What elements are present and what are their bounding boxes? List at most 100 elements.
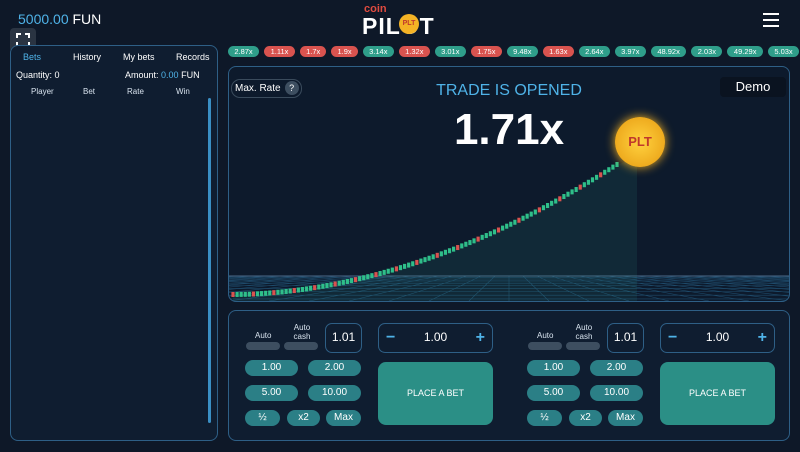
auto-cash-out-toggle[interactable] [284, 342, 318, 350]
history-item[interactable]: 49.29x [727, 46, 763, 57]
history-item[interactable]: 5.03x [768, 46, 799, 57]
minus-button[interactable]: − [386, 329, 396, 346]
candle [333, 281, 337, 287]
candle [566, 191, 570, 197]
column-header: Rate [127, 87, 144, 96]
candle [374, 272, 378, 278]
floor-line [229, 275, 328, 284]
history-item[interactable]: 3.01x [434, 46, 466, 57]
candle [558, 196, 562, 202]
candle [337, 280, 341, 286]
tab[interactable]: History [73, 52, 102, 62]
cash-out-value[interactable]: 1.01 [325, 323, 362, 353]
candle [603, 169, 607, 175]
candle [243, 291, 247, 297]
candle [300, 286, 305, 292]
modifier-button[interactable]: ½ [245, 410, 280, 426]
preset-button[interactable]: 5.00 [245, 385, 298, 401]
amount-value[interactable]: 1.00 [705, 330, 730, 344]
floor-line [648, 275, 789, 290]
candle [382, 269, 386, 275]
preset-button[interactable]: 2.00 [590, 360, 643, 376]
auto-cash-out-toggle[interactable] [566, 342, 600, 350]
floor-line [229, 275, 356, 288]
plus-button[interactable]: + [475, 329, 485, 346]
floor-line [348, 275, 454, 301]
candle [362, 275, 366, 281]
candle [472, 238, 476, 244]
logo: coin PILOT PLT [362, 3, 442, 39]
preset-button[interactable]: 1.00 [245, 360, 298, 376]
history-item[interactable]: 1.32x [398, 46, 430, 57]
candle [509, 221, 513, 227]
candle [550, 200, 554, 206]
candle [329, 282, 333, 288]
preset-button[interactable]: 1.00 [527, 360, 580, 376]
history-item[interactable]: 2.87x [228, 46, 259, 57]
cash-out-value[interactable]: 1.01 [607, 323, 644, 353]
amount-currency: FUN [181, 70, 200, 80]
place-bet-button[interactable]: PLACE A BET [378, 362, 493, 425]
candle [456, 245, 460, 251]
tab[interactable]: My bets [123, 52, 155, 62]
plus-button[interactable]: + [757, 329, 767, 346]
tab[interactable]: Records [176, 52, 210, 62]
candle [439, 251, 443, 257]
auto-label: Auto [255, 331, 272, 340]
candle [407, 262, 411, 268]
history-item[interactable]: 9.48x [506, 46, 538, 57]
scrollbar[interactable] [208, 98, 211, 423]
floor-line [388, 275, 468, 301]
history-item[interactable]: 3.97x [614, 46, 646, 57]
modifier-button[interactable]: x2 [287, 410, 320, 426]
candle [276, 289, 280, 295]
tabs: Bets History My bets Records [11, 52, 219, 64]
auto-toggle[interactable] [528, 342, 562, 350]
floor-line [550, 275, 630, 301]
amount-value[interactable]: 1.00 [423, 330, 448, 344]
preset-button[interactable]: 2.00 [308, 360, 361, 376]
tab[interactable]: Bets [23, 52, 42, 62]
quantity-label: Quantity: [16, 70, 53, 80]
candle [296, 287, 300, 293]
history-item[interactable]: 1.75x [470, 46, 502, 57]
candle [582, 182, 586, 188]
column-headers: Player Bet Rate Win [11, 87, 219, 97]
preset-button[interactable]: 5.00 [527, 385, 580, 401]
candle [525, 213, 529, 219]
minus-button[interactable]: − [668, 329, 678, 346]
candle [345, 278, 349, 284]
modifier-button[interactable]: Max [326, 410, 361, 426]
candle [272, 290, 276, 296]
history-item[interactable]: 2.03x [691, 46, 723, 57]
history-item[interactable]: 1.9x [331, 46, 358, 57]
candle [309, 285, 313, 291]
place-bet-button[interactable]: PLACE A BET [660, 362, 775, 425]
candle [423, 257, 427, 263]
candle [501, 225, 505, 231]
column-header: Win [176, 87, 190, 96]
menu-button[interactable] [763, 13, 779, 27]
history-item[interactable]: 3.14x [362, 46, 394, 57]
preset-button[interactable]: 10.00 [308, 385, 361, 401]
history-item[interactable]: 48.92x [650, 46, 687, 57]
candle [537, 207, 541, 213]
history-item[interactable]: 1.7x [300, 46, 327, 57]
modifier-button[interactable]: x2 [569, 410, 602, 426]
logo-badge: PLT [399, 14, 419, 34]
history-item[interactable]: 2.64x [578, 46, 610, 57]
max-rate-label: Max. Rate [235, 83, 281, 94]
amount: Amount: 0.00 FUN [125, 70, 200, 80]
candle [247, 291, 251, 297]
modifier-button[interactable]: Max [608, 410, 643, 426]
auto-toggle[interactable] [246, 342, 280, 350]
history-item[interactable]: 1.11x [264, 46, 295, 57]
floor-line [718, 275, 789, 281]
candle [325, 283, 329, 289]
preset-button[interactable]: 10.00 [590, 385, 643, 401]
history-item[interactable]: 1.63x [542, 46, 574, 57]
logo-top: coin [364, 3, 387, 15]
floor-line [578, 275, 710, 301]
help-button[interactable]: ? [284, 81, 299, 95]
modifier-button[interactable]: ½ [527, 410, 562, 426]
